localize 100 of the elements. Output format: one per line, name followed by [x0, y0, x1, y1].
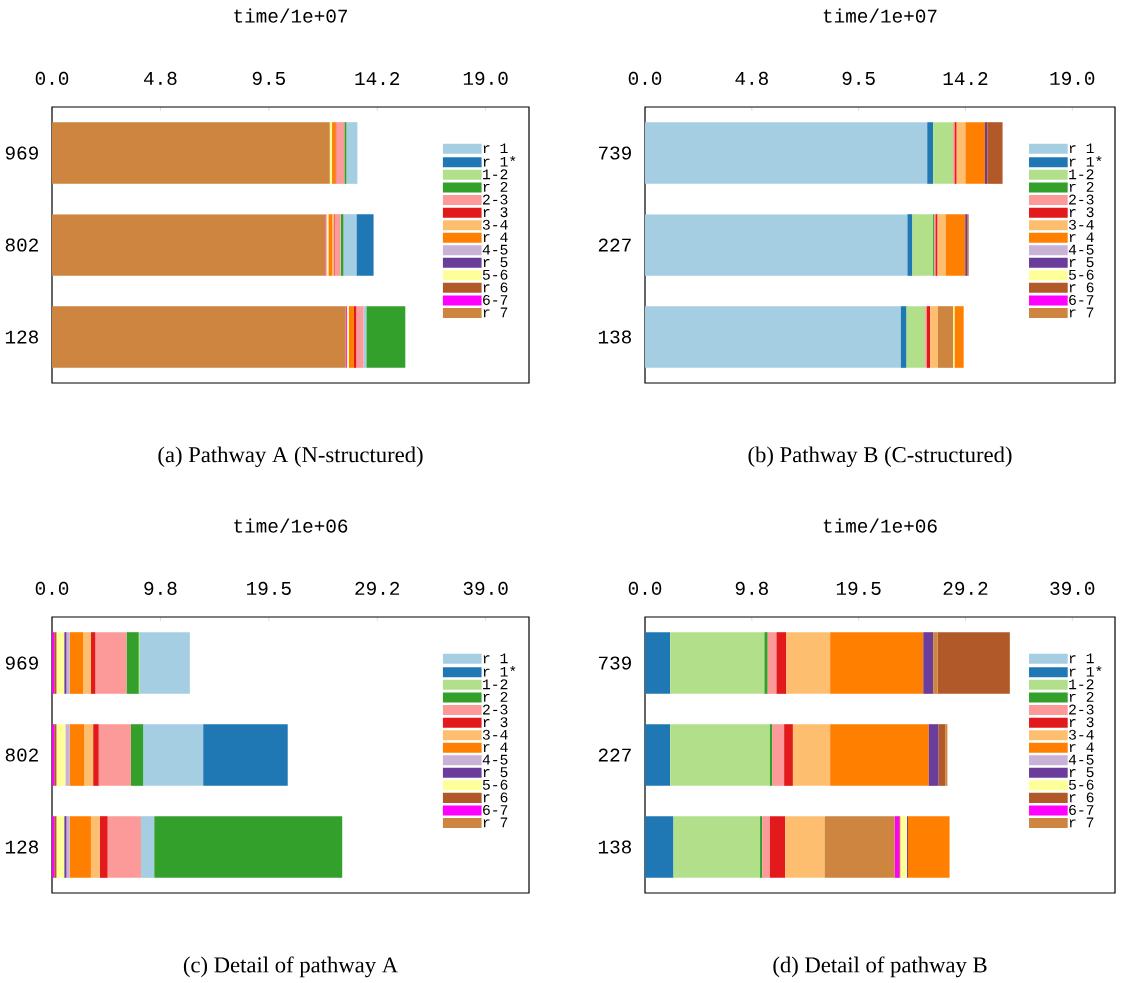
bar: [52, 122, 330, 184]
x-tick-label: 19.0: [463, 71, 508, 85]
bar: [769, 724, 773, 786]
x-axis-title: time/1e+06: [823, 518, 937, 533]
y-tick-label: 739: [598, 656, 631, 670]
y-tick-label: 969: [5, 656, 38, 670]
x-tick-label: 4.8: [143, 71, 177, 85]
bar: [203, 724, 288, 786]
x-tick-label: 0.0: [628, 71, 662, 85]
bar: [69, 632, 84, 694]
bar: [84, 724, 94, 786]
x-tick-label: 0.0: [628, 581, 662, 595]
legend-label: 5-6: [482, 269, 508, 280]
bar: [56, 724, 66, 786]
legend-label: 2-3: [483, 704, 508, 715]
legend-label: 3-4: [1069, 219, 1094, 230]
bar: [56, 816, 65, 878]
bar: [328, 214, 333, 276]
legend-label: 1-2: [483, 679, 508, 690]
bar: [139, 632, 190, 694]
legend-label: r 3: [1069, 717, 1094, 728]
text: (b) Pathway B (C-structured): [748, 446, 1012, 468]
bar: [645, 724, 671, 786]
x-tick-label: 9.5: [842, 71, 875, 85]
x-tick-label: 9.5: [252, 71, 285, 85]
bar: [933, 632, 938, 694]
bar: [346, 122, 358, 184]
x-axis-title: time/1e+06: [234, 518, 348, 533]
legend-label: r 4: [1069, 742, 1094, 753]
legend-label: 6-7: [483, 805, 508, 815]
bar: [945, 214, 966, 276]
bar: [356, 306, 364, 368]
bar: [670, 724, 770, 786]
legend-label: r 1: [1069, 653, 1094, 664]
x-tick-label: 39.0: [463, 581, 508, 595]
legend-label: r 7: [483, 307, 508, 318]
bar: [772, 724, 785, 786]
bar: [673, 816, 761, 878]
legend-label: 1-2: [483, 169, 508, 180]
bar: [348, 306, 354, 368]
bar: [927, 122, 934, 184]
legend-label: r 5: [483, 767, 508, 778]
bar: [143, 724, 204, 786]
bar: [356, 214, 374, 276]
bar: [906, 306, 926, 368]
legend-label: 5-6: [1069, 269, 1094, 280]
bar: [645, 122, 928, 184]
bar: [670, 632, 765, 694]
legend-label: r 4: [1069, 232, 1094, 243]
bar: [792, 724, 831, 786]
legend-label: 2-3: [1069, 704, 1094, 715]
bar: [907, 214, 913, 276]
bar: [93, 724, 99, 786]
bar: [344, 122, 347, 184]
x-tick-label: 14.2: [355, 72, 400, 85]
bar: [937, 632, 1010, 694]
legend-label: 6-7: [1069, 295, 1094, 305]
x-tick-label: 0.0: [35, 71, 69, 85]
legend-label: 3-4: [482, 219, 508, 230]
bar: [900, 816, 907, 878]
legend-label: 2-3: [1069, 194, 1094, 205]
y-tick-label: 969: [5, 146, 38, 160]
legend-label: 6-7: [1069, 805, 1094, 815]
y-tick-label: 138: [598, 840, 632, 854]
x-tick-label: 19.5: [247, 581, 291, 595]
x-tick-label: 39.0: [1050, 581, 1095, 595]
x-tick-label: 14.2: [943, 72, 988, 85]
bar: [938, 724, 946, 786]
bar: [69, 816, 91, 878]
bar: [776, 632, 787, 694]
y-tick-label: 128: [5, 330, 39, 344]
text: (a) Pathway A (N-structured): [158, 446, 423, 468]
legend-label: r 7: [483, 817, 508, 828]
bar: [956, 122, 966, 184]
bar: [900, 306, 907, 368]
legend-label: r 6: [1069, 792, 1094, 803]
x-tick-label: 0.0: [35, 581, 69, 595]
legend-label: 6-7: [483, 295, 508, 305]
text: (d) Detail of pathway B: [773, 956, 987, 978]
legend-label: r 2: [1069, 691, 1094, 702]
bar: [764, 632, 768, 694]
legend-label: r 3: [483, 717, 508, 728]
bar: [760, 816, 763, 878]
bar: [363, 306, 367, 368]
y-tick-label: 227: [598, 748, 631, 762]
legend-label: r 3: [483, 207, 508, 218]
legend-label: r 1*: [483, 665, 516, 677]
bar: [56, 632, 65, 694]
legend-label: r 1: [483, 653, 508, 664]
legend-label: r 3: [1069, 207, 1094, 218]
bar: [928, 724, 939, 786]
legend-label: 4-5: [482, 244, 508, 255]
bar: [930, 306, 939, 368]
legend-label: 3-4: [1069, 729, 1094, 740]
legend-label: 5-6: [1069, 779, 1094, 790]
bar: [83, 632, 91, 694]
bar: [784, 724, 793, 786]
bar: [830, 632, 924, 694]
legend-label: 4-5: [1068, 244, 1094, 255]
legend-label: r 2: [483, 181, 508, 192]
